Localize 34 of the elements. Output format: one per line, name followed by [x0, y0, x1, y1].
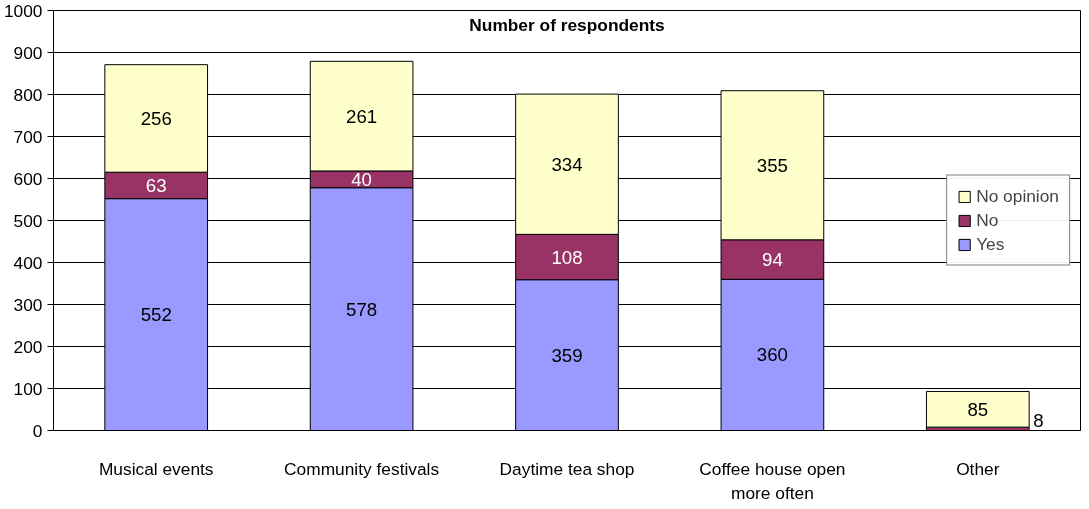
legend-label: No [976, 209, 999, 231]
y-tick-label: 900 [13, 42, 43, 63]
data-label: 355 [756, 154, 788, 176]
y-tick-label: 500 [13, 210, 43, 231]
y-tick-label: 0 [32, 420, 43, 441]
y-tick-label: 200 [13, 336, 43, 357]
chart-title: Number of respondents [469, 14, 665, 35]
x-tick-label: Other [956, 458, 1000, 479]
y-tick-label: 600 [13, 168, 43, 189]
data-label: 256 [140, 107, 172, 129]
y-tick-label: 800 [13, 84, 43, 105]
data-label: 552 [140, 304, 172, 326]
data-label: 8 [1033, 410, 1044, 432]
y-tick-label: 300 [13, 294, 43, 315]
data-label: 85 [967, 398, 989, 420]
y-tick-label: 1000 [3, 0, 43, 21]
x-tick-label: Community festivals [284, 458, 440, 479]
legend-label: No opinion [976, 185, 1059, 207]
y-tick-label: 100 [13, 378, 43, 399]
x-tick-label: Musical events [98, 458, 214, 479]
x-tick-label: Coffee house open more often [699, 458, 846, 503]
x-tick-label: Daytime tea shop [499, 458, 635, 479]
data-label: 108 [551, 246, 583, 268]
data-label: 359 [551, 344, 583, 366]
data-label: 94 [762, 249, 783, 271]
data-label: 334 [551, 153, 583, 175]
data-label: 63 [145, 174, 167, 196]
y-tick-label: 400 [13, 252, 43, 273]
data-label: 261 [346, 105, 378, 127]
data-label: 40 [351, 168, 372, 190]
data-label: 578 [346, 298, 378, 320]
data-label: 360 [756, 344, 788, 366]
legend-label: Yes [976, 233, 1005, 255]
y-tick-label: 700 [13, 126, 43, 147]
